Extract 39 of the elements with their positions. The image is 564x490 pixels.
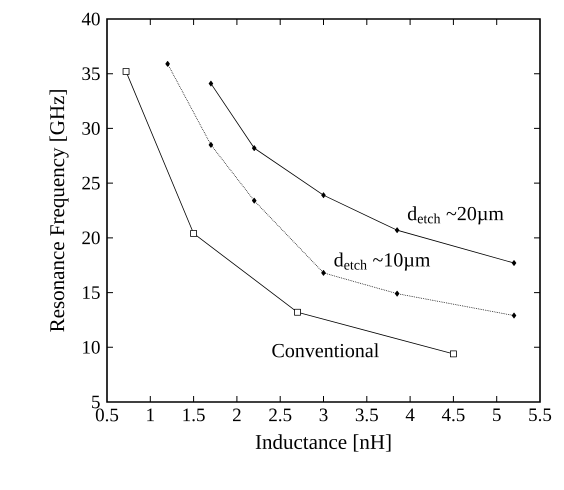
point (321, 270, 326, 276)
point (294, 308, 301, 316)
x-tick-label: 1.5 (183, 408, 205, 422)
point (165, 60, 170, 67)
x-tick-label: 0.5 (96, 408, 118, 422)
y-tick-label: 10 (83, 340, 100, 354)
point (321, 192, 326, 198)
point (122, 68, 130, 75)
x-axis-title: Inductance [nH] (256, 434, 390, 452)
series-label: d$_{etch}$ ~20µm (408, 206, 504, 224)
y-tick-label: 5 (92, 396, 100, 408)
x-tick-label: 4.5 (442, 408, 465, 422)
point (512, 312, 516, 318)
x-tick-label: 5.5 (529, 408, 552, 422)
y-tick-label: 35 (82, 67, 100, 80)
y-tick-label: 25 (82, 176, 100, 190)
point (252, 145, 256, 152)
x-tick-label: 4 (406, 408, 415, 422)
y-tick-label: 40 (82, 12, 100, 26)
series-label: Conventional (272, 343, 379, 358)
point (394, 227, 400, 234)
x-tick-label: 5 (493, 408, 501, 422)
y-tick-label: 30 (82, 122, 100, 135)
point (450, 350, 457, 358)
point (394, 290, 400, 297)
point (512, 260, 516, 266)
x-tick-label: 2.5 (269, 408, 292, 422)
x-tick-label: 2 (232, 408, 241, 422)
point (208, 80, 214, 86)
point (252, 198, 256, 204)
y-axis-title: Resonance Frequency [GHz] (50, 90, 69, 332)
x-tick-label: 3 (320, 408, 328, 422)
point (190, 230, 197, 237)
x-tick-label: 1 (147, 408, 154, 422)
series-label: d$_{etch}$ ~10µm (334, 252, 430, 271)
y-tick-label: 15 (83, 286, 100, 299)
x-tick-label: 3.5 (356, 408, 378, 422)
point (208, 142, 214, 148)
y-tick-label: 20 (82, 231, 100, 244)
